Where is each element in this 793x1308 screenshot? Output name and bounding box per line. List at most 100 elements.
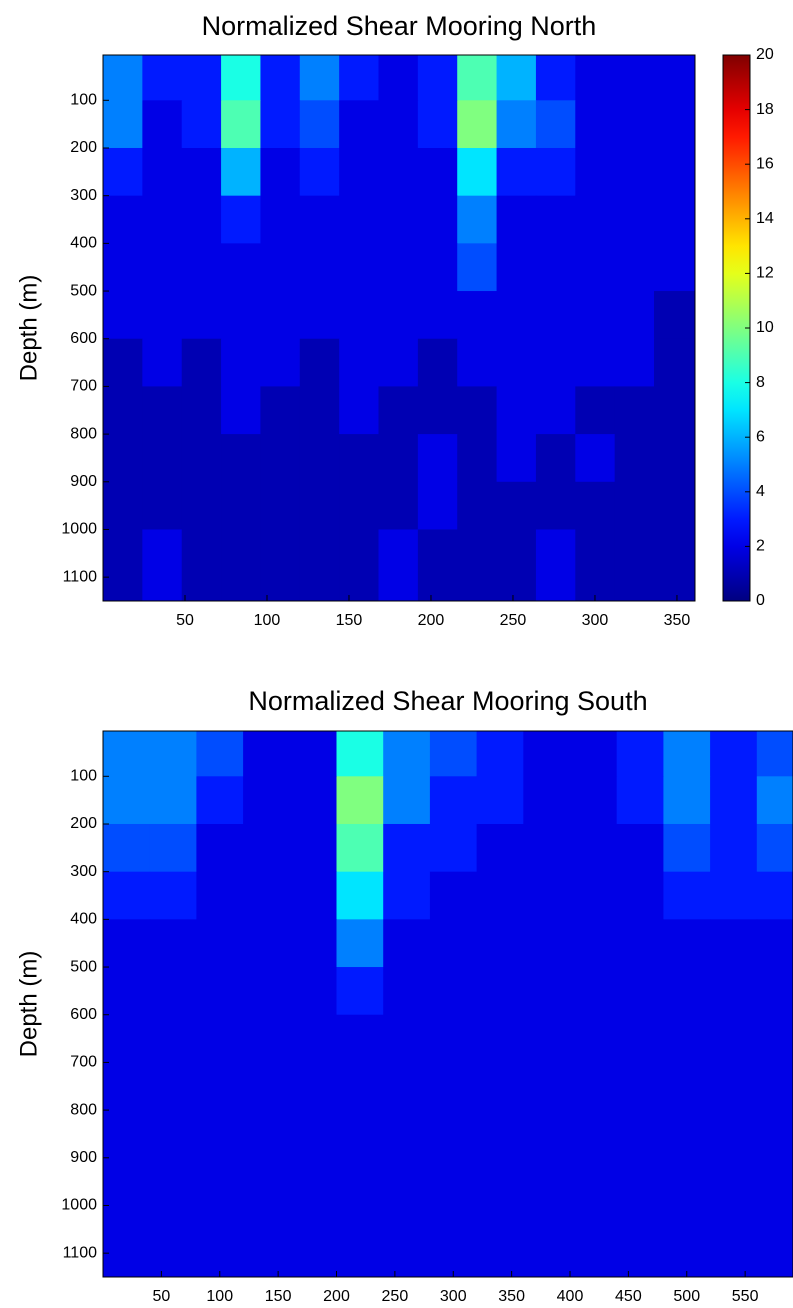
y-tick-label: 700	[70, 1054, 97, 1071]
heatmap-cell	[181, 243, 222, 292]
heatmap-cell	[221, 291, 261, 340]
heatmap-cell	[243, 823, 291, 873]
heatmap-cell	[710, 1157, 758, 1206]
colorbar-tick-label: 6	[756, 428, 765, 445]
axes-box	[102, 730, 793, 1278]
heatmap-cell	[181, 100, 222, 149]
heatmap-cell	[535, 529, 576, 602]
heatmap-cell	[142, 243, 183, 292]
heatmap-cell	[103, 338, 143, 387]
y-tick-label: 900	[70, 1149, 97, 1166]
colorbar-tick-label: 18	[756, 101, 774, 118]
heatmap-cell	[103, 147, 143, 197]
heatmap-cell	[378, 147, 419, 197]
heatmap-cell	[535, 434, 576, 483]
heatmap-cell	[429, 871, 478, 920]
heatmap-cell	[417, 338, 458, 387]
heatmap-cell	[181, 529, 222, 602]
heatmap-cell	[614, 55, 655, 101]
heatmap-cell	[575, 243, 616, 292]
heatmap-cell	[523, 871, 571, 920]
heatmap-cell	[663, 776, 711, 825]
heatmap-cell	[149, 967, 197, 1016]
heatmap-cell	[243, 1014, 291, 1063]
heatmap-cell	[149, 823, 197, 873]
heatmap-cell	[756, 1110, 793, 1159]
heatmap-cell	[575, 481, 616, 530]
heatmap-cell	[476, 731, 524, 777]
heatmap-cell	[289, 823, 338, 873]
heatmap-cell	[756, 823, 793, 873]
heatmap-cell	[614, 434, 655, 483]
heatmap-cell	[103, 100, 143, 149]
y-tick-label: 1000	[61, 1197, 97, 1214]
y-tick-label: 500	[70, 958, 97, 975]
heatmap-cell	[496, 434, 537, 483]
heatmap-cell	[103, 243, 143, 292]
heatmap-cell	[289, 919, 338, 968]
heatmap-cell	[289, 1110, 338, 1159]
x-tick-label: 200	[418, 612, 445, 629]
heatmap-cell	[260, 195, 301, 244]
heatmap-cell	[496, 147, 537, 197]
heatmap-cell	[299, 529, 340, 602]
heatmap-cell	[196, 776, 244, 825]
heatmap-cell	[181, 434, 222, 483]
heatmap-cell	[336, 1062, 384, 1111]
heatmap-cell	[457, 55, 498, 101]
heatmap-cell	[221, 100, 261, 149]
x-tick-label: 500	[673, 1288, 700, 1305]
heatmap-cell	[339, 243, 380, 292]
heatmap-cell	[149, 731, 197, 777]
heatmap-cell	[476, 1110, 524, 1159]
heatmap-cell	[616, 823, 664, 873]
heatmap-cell	[221, 434, 261, 483]
heatmap-cell	[523, 1157, 571, 1206]
heatmap-cell	[616, 919, 664, 968]
heatmap-cell	[339, 55, 380, 101]
heatmap-cell	[496, 195, 537, 244]
heatmap-cell	[429, 776, 478, 825]
colorbar-tick-label: 14	[756, 210, 774, 227]
heatmap-cell	[299, 195, 340, 244]
heatmap-cell	[378, 434, 419, 483]
heatmap-cell	[457, 386, 498, 435]
heatmap-cell	[457, 434, 498, 483]
heatmap-cell	[523, 1205, 571, 1278]
y-axis-label: Depth (m)	[15, 275, 42, 382]
heatmap-cell	[103, 1014, 151, 1063]
heatmap-cell	[654, 338, 696, 387]
heatmap-cell	[378, 386, 419, 435]
heatmap-cell	[457, 529, 498, 602]
heatmap-cell	[756, 919, 793, 968]
y-axis-label: Depth (m)	[15, 951, 42, 1058]
heatmap-cell	[457, 147, 498, 197]
heatmap-cell	[142, 481, 183, 530]
heatmap-cell	[339, 147, 380, 197]
heatmap-cell	[289, 967, 338, 1016]
heatmap-cell	[243, 919, 291, 968]
heatmap-cell	[289, 731, 338, 777]
heatmap-cell	[663, 1205, 711, 1278]
x-tick-label: 100	[206, 1288, 233, 1305]
heatmap-cell	[476, 1014, 524, 1063]
heatmap-cell	[378, 529, 419, 602]
x-tick-label: 50	[176, 612, 194, 629]
heatmap-cell	[221, 243, 261, 292]
heatmap-cell	[476, 823, 524, 873]
heatmap-cell	[616, 967, 664, 1016]
heatmap-cell	[196, 1014, 244, 1063]
heatmap-cell	[616, 1205, 664, 1278]
heatmap-cell	[336, 1110, 384, 1159]
heatmap-cell	[614, 291, 655, 340]
heatmap-cell	[103, 1157, 151, 1206]
heatmap-cell	[336, 1014, 384, 1063]
heatmap-cell	[654, 55, 696, 101]
heatmap-cell	[339, 338, 380, 387]
heatmap-cell	[243, 776, 291, 825]
chart-title: Normalized Shear Mooring South	[248, 686, 647, 716]
heatmap-cell	[614, 243, 655, 292]
heatmap-cell	[243, 871, 291, 920]
heatmap-cell	[535, 291, 576, 340]
heatmap-cell	[142, 195, 183, 244]
